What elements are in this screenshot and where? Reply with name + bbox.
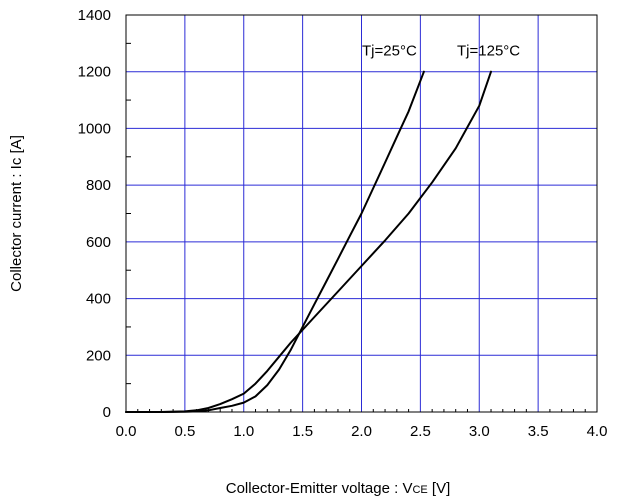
x-tick-labels: 0.0 0.5 1.0 1.5 2.0 2.5 3.0 3.5 4.0 <box>116 423 608 440</box>
y-tick-label: 800 <box>86 177 111 194</box>
y-tick-labels: 0 200 400 600 800 1000 1200 1400 <box>78 7 111 421</box>
y-tick-label: 1200 <box>78 64 111 81</box>
x-tick-label: 4.0 <box>587 423 608 440</box>
series-label-tj25: Tj=25°C <box>362 43 417 60</box>
x-axis-title-subscript: CE <box>412 484 427 496</box>
series-layer <box>125 70 492 413</box>
y-tick-label: 0 <box>103 404 111 421</box>
y-axis-title: Collector current : Ic [A] <box>8 135 25 292</box>
x-tick-label: 1.5 <box>292 423 313 440</box>
series-label-tj125: Tj=125°C <box>457 43 520 60</box>
x-axis-title-main: Collector-Emitter voltage : V <box>226 480 413 497</box>
x-tick-label: 2.5 <box>410 423 431 440</box>
y-tick-label: 1400 <box>78 7 111 24</box>
grid-layer <box>126 15 597 412</box>
y-tick-label: 400 <box>86 291 111 308</box>
x-tick-label: 3.5 <box>528 423 549 440</box>
minor-ticks <box>126 42 586 412</box>
x-tick-label: 0.5 <box>174 423 195 440</box>
x-tick-label: 1.0 <box>233 423 254 440</box>
series-line-0 <box>125 70 425 413</box>
x-tick-label: 2.0 <box>351 423 372 440</box>
x-tick-label: 0.0 <box>116 423 137 440</box>
plot-frame <box>125 14 598 413</box>
y-tick-label: 200 <box>86 347 111 364</box>
x-axis-title-unit: [V] <box>428 480 451 497</box>
y-tick-label: 1000 <box>78 120 111 137</box>
x-axis-title: Collector-Emitter voltage : VCE [V] <box>226 480 451 497</box>
y-tick-label: 600 <box>86 234 111 251</box>
x-tick-label: 3.0 <box>469 423 490 440</box>
series-line-1 <box>125 70 492 413</box>
